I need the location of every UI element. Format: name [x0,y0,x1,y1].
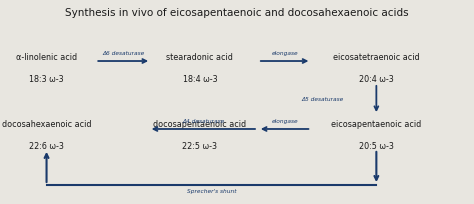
Text: docosahexaenoic acid: docosahexaenoic acid [2,121,91,130]
Text: docosapentaenoic acid: docosapentaenoic acid [153,121,246,130]
Text: 18:4 ω-3: 18:4 ω-3 [182,74,217,83]
Text: elongase: elongase [271,120,298,124]
Text: Δ4 desaturase: Δ4 desaturase [182,120,225,124]
Text: eicosapentaenoic acid: eicosapentaenoic acid [331,121,421,130]
Text: Δ5 desaturase: Δ5 desaturase [302,96,344,102]
Text: elongase: elongase [271,51,298,55]
Text: 20:4 ω-3: 20:4 ω-3 [359,74,394,83]
Text: stearadonic acid: stearadonic acid [166,52,233,62]
Text: 22:5 ω-3: 22:5 ω-3 [182,142,218,152]
Text: eicosatetraenoic acid: eicosatetraenoic acid [333,52,419,62]
Text: Synthesis in vivo of eicosapentaenoic and docosahexaenoic acids: Synthesis in vivo of eicosapentaenoic an… [65,8,409,18]
Text: Δ6 desaturase: Δ6 desaturase [102,51,144,55]
Text: 22:6 ω-3: 22:6 ω-3 [29,142,64,152]
Text: Sprecher's shunt: Sprecher's shunt [187,189,236,194]
Text: 18:3 ω-3: 18:3 ω-3 [29,74,64,83]
Text: α-linolenic acid: α-linolenic acid [16,52,77,62]
Text: 20:5 ω-3: 20:5 ω-3 [359,142,394,152]
